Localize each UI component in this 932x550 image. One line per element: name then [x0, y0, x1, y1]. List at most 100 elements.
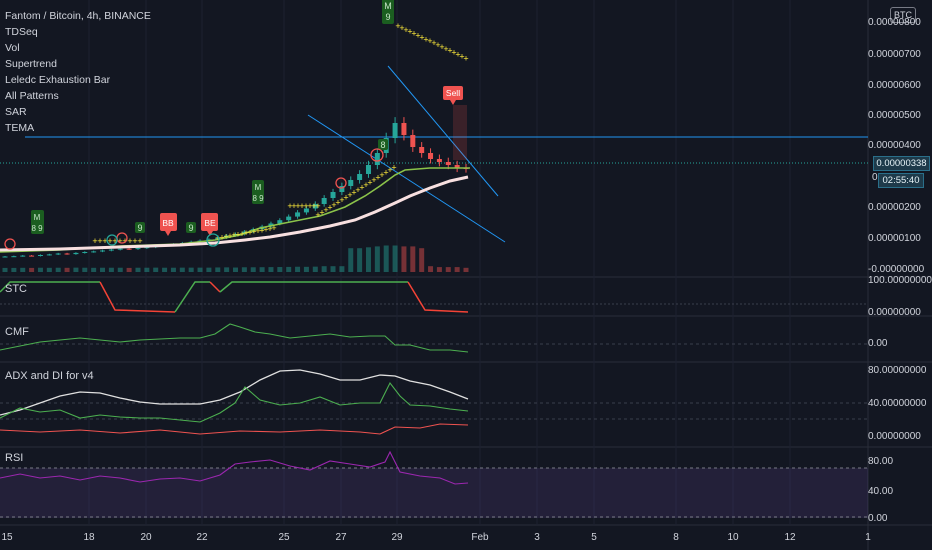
- volume-bar: [250, 267, 256, 272]
- time-tick: 27: [335, 532, 347, 543]
- sar-cross: +: [327, 203, 332, 213]
- rsi-label[interactable]: RSI: [5, 452, 24, 464]
- legend-item-leledc[interactable]: Leledc Exhaustion Bar: [5, 74, 111, 86]
- stc-segment: [99, 281, 176, 313]
- sar-cross: +: [335, 198, 340, 208]
- volume-bar: [321, 266, 327, 272]
- time-tick: 22: [196, 532, 208, 543]
- price-tick-partial: 0.: [872, 172, 881, 183]
- td-9-label: 9: [137, 223, 142, 233]
- volume-bar: [100, 267, 106, 272]
- candle-body: [91, 251, 97, 253]
- be-label: BE: [204, 218, 216, 228]
- bb-badge: [160, 213, 177, 231]
- volume-bar: [108, 267, 114, 272]
- symbol-title[interactable]: Fantom / Bitcoin, 4h, BINANCE: [5, 10, 151, 22]
- sar-cross: +: [423, 34, 428, 44]
- sar-cross: +: [431, 38, 436, 48]
- sar-cross: +: [347, 190, 352, 200]
- volume-bar: [268, 267, 274, 272]
- td-9-badge: [135, 222, 145, 233]
- sar-cross: +: [395, 21, 400, 31]
- td-left-89: 8 9: [31, 224, 43, 233]
- sar-cross: +: [407, 27, 412, 37]
- volume-bar: [428, 266, 434, 272]
- legend-item-supertrend[interactable]: Supertrend: [5, 58, 57, 70]
- volume-bar: [29, 267, 35, 272]
- sar-cross: +: [287, 201, 292, 211]
- sar-cross: +: [387, 165, 392, 175]
- volume-bar: [365, 247, 371, 272]
- sar-cross: +: [443, 44, 448, 54]
- legend-item-sar[interactable]: SAR: [5, 106, 27, 118]
- sar-crosses: +++++++++++++++++++++++++++ + + + + + + + + +++++…: [92, 21, 468, 246]
- time-tick: 1: [865, 532, 871, 543]
- trendline-lower[interactable]: [307, 114, 506, 243]
- legend-item-patterns[interactable]: All Patterns: [5, 90, 59, 102]
- volume-bar: [117, 267, 123, 272]
- price-tick: 0.00000100: [868, 233, 921, 244]
- indicator-legend[interactable]: Fantom / Bitcoin, 4h, BINANCE TDSeq Vol …: [5, 8, 151, 136]
- td-8-badge: [378, 139, 388, 150]
- sar-cross: +: [122, 236, 127, 246]
- volume-bar: [357, 248, 363, 272]
- sar-cross: +: [367, 178, 372, 188]
- sar-cross: +: [127, 236, 132, 246]
- volume-bar: [463, 267, 469, 272]
- volume-bar: [445, 267, 451, 272]
- candle-body: [401, 123, 407, 135]
- sar-cross: +: [315, 201, 320, 211]
- sar-cross: +: [319, 208, 324, 218]
- stc-axis-tick: 0.00000000: [868, 307, 921, 318]
- stc-label[interactable]: STC: [5, 283, 27, 295]
- sar-cross: +: [375, 173, 380, 183]
- legend-item-vol[interactable]: Vol: [5, 42, 20, 54]
- cmf-label[interactable]: CMF: [5, 326, 29, 338]
- adx-axis-tick: 80.00000000: [868, 365, 927, 376]
- volume-bar: [135, 267, 141, 272]
- candle-body: [348, 180, 354, 186]
- candle-body: [73, 252, 79, 255]
- price-tick: 0.00000800: [868, 17, 921, 28]
- legend-item-tema[interactable]: TEMA: [5, 122, 35, 134]
- sar-cross: +: [259, 225, 264, 235]
- candle-body: [64, 253, 70, 255]
- leledc-circles: [4, 148, 384, 250]
- adx-label[interactable]: ADX and DI for v4: [5, 370, 94, 382]
- volume-bar: [348, 248, 354, 272]
- legend-item-tdseq[interactable]: TDSeq: [5, 26, 38, 38]
- candle-body: [419, 147, 425, 153]
- sar-cross: +: [271, 223, 276, 233]
- td-left-m: M: [34, 213, 41, 222]
- td-9b-label: 9: [188, 223, 193, 233]
- sar-cross: +: [251, 227, 256, 237]
- td-top-m: M: [384, 1, 392, 11]
- price-tick: 0.00000600: [868, 80, 921, 91]
- candle-body: [135, 248, 141, 250]
- sar-cross: +: [383, 168, 388, 178]
- sar-cross: +: [455, 50, 460, 60]
- time-tick: 10: [727, 532, 739, 543]
- volume-bar: [153, 267, 159, 272]
- sar-cross: +: [435, 40, 440, 50]
- currency-badge[interactable]: BTC: [890, 7, 916, 23]
- adx-axis-tick: 0.00000000: [868, 431, 921, 442]
- sar-cross: +: [137, 236, 142, 246]
- stc-segment: [174, 281, 210, 313]
- trendline-upper[interactable]: [387, 65, 499, 197]
- candle-body: [365, 165, 371, 174]
- sar-cross: +: [411, 29, 416, 39]
- candle-body: [428, 153, 434, 159]
- candle-body: [55, 253, 61, 255]
- td-top-9: 9: [385, 12, 390, 22]
- rsi-axis-tick: 0.00: [868, 513, 888, 524]
- pattern-labels[interactable]: Sell BB BE: [160, 86, 467, 236]
- candle-body: [454, 165, 460, 168]
- volume-bar: [224, 267, 230, 272]
- volume-bar: [312, 266, 318, 272]
- cmf-axis-tick: 0.00: [868, 338, 888, 349]
- sar-cross: +: [343, 193, 348, 203]
- sar-cross: +: [371, 175, 376, 185]
